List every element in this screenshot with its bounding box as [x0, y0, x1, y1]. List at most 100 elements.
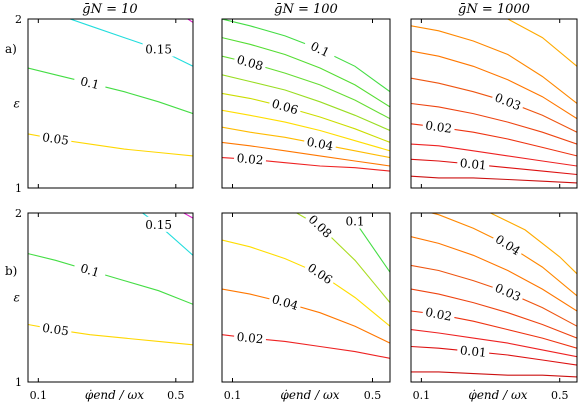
contour-label-bg	[72, 258, 108, 282]
contour-label-bg	[38, 128, 73, 149]
contour-label-bg	[421, 116, 456, 137]
contour-line-0p1	[347, 213, 390, 273]
contour-line-0p05	[222, 109, 390, 152]
contour-label-0p1: 0.1	[79, 74, 101, 92]
contour-line-0p25	[186, 19, 193, 23]
contour-label-0p02: 0.02	[424, 305, 453, 324]
contour-label-0p01: 0.01	[459, 343, 487, 360]
contour-label-bg	[456, 154, 490, 173]
contour-label-bg	[142, 41, 175, 57]
contour-label-bg	[267, 94, 303, 119]
contour-line-0p06	[222, 92, 390, 143]
contour-label-0p05: 0.05	[41, 321, 69, 339]
contour-label-0p02: 0.02	[236, 151, 264, 167]
panel-frame	[27, 18, 194, 189]
x-tick-label: 0.1	[224, 389, 242, 402]
contour-label-0p1: 0.1	[345, 214, 364, 228]
y-axis-label: ε	[14, 97, 20, 111]
contour-label-bg	[456, 342, 490, 361]
contour-label-0p08: 0.08	[235, 52, 265, 73]
contour-label-bg	[232, 50, 268, 75]
contour-label-0p02: 0.02	[236, 330, 264, 346]
x-tick-label: 0.5	[167, 389, 185, 402]
contour-line-0p1	[28, 67, 193, 115]
y-tick-label: 1	[15, 376, 22, 389]
panel-frame	[27, 212, 194, 383]
contour-line-0p1	[222, 19, 390, 93]
y-tick-label: 2	[15, 207, 22, 220]
panel-r1-c2: 0.020.040.060.080.1	[221, 18, 391, 189]
contour-lines	[28, 213, 193, 346]
row-label-a: a)	[5, 42, 17, 56]
x-axis-label: φ̇end / ωx	[280, 388, 339, 402]
contour-line-0p04	[429, 213, 577, 297]
row-label-b: b)	[5, 264, 17, 278]
contour-label-0p02: 0.02	[424, 118, 452, 136]
contour-label-bg	[303, 209, 338, 243]
contour-label-0p15: 0.15	[145, 218, 172, 232]
contour-line-0p08	[295, 213, 390, 303]
contour-label-bg	[421, 303, 456, 325]
contour-line-0p01	[411, 345, 577, 366]
contour-label-0p01: 0.01	[459, 156, 487, 173]
panel-frame	[410, 212, 578, 383]
contour-label-0p1: 0.1	[79, 261, 101, 280]
contour-line-0p005	[411, 175, 577, 184]
contour-line-0p09	[222, 37, 390, 108]
contour-line-0p04	[222, 288, 390, 344]
contour-line-0p01	[411, 158, 577, 176]
contour-label-0p04: 0.04	[270, 292, 300, 313]
x-tick-label: 0.1	[413, 389, 431, 402]
panel-r2-c1: 0.05 0.1 0.15 2 1 ε 0.1 0.5 φ̇end / ωx	[14, 207, 194, 402]
contour-line-0p03	[411, 77, 577, 133]
contour-line-0p045	[490, 213, 577, 275]
y-tick-label: 1	[15, 182, 22, 195]
contour-label-bg	[490, 278, 526, 306]
contour-label-bg	[142, 216, 175, 232]
contour-label-bg	[38, 319, 73, 339]
column-titles: ḡN = 10 ḡN = 100 ḡN = 1000	[82, 2, 530, 17]
panel-frame	[221, 18, 391, 189]
contour-line-0p07	[222, 74, 390, 132]
contour-label-0p04: 0.04	[306, 135, 335, 154]
contour-line-0p025	[411, 102, 577, 145]
column-title-1: ḡN = 10	[82, 2, 137, 17]
contour-label-0p03: 0.03	[493, 281, 523, 305]
x-tick-label: 0.1	[30, 389, 48, 402]
contour-label-0p15: 0.15	[145, 42, 172, 56]
contour-line-0p025	[411, 288, 577, 339]
panel-r1-c1: 0.05 0.1 0.15 2 1 ε	[14, 13, 194, 195]
contour-label-bg	[302, 258, 338, 289]
contour-line-0p03	[411, 264, 577, 327]
x-axis-label: φ̇end / ωx	[468, 388, 527, 402]
panels: 0.050.10.1521ε0.020.040.060.080.10.010.0…	[14, 13, 578, 402]
contour-label-bg	[302, 35, 338, 63]
contour-label-bg	[339, 213, 371, 229]
row-labels: a) b)	[5, 42, 17, 278]
contour-line-0p04	[411, 25, 577, 104]
y-tick-label: 2	[15, 13, 22, 26]
contour-line-0p045	[507, 19, 577, 67]
contour-line-0p035	[411, 236, 577, 312]
panel-frame	[410, 18, 578, 189]
contour-line-0p005	[411, 371, 577, 378]
contour-line-0p15	[141, 213, 193, 256]
contour-line-0p04	[222, 126, 390, 159]
contour-line-0p015	[411, 329, 577, 358]
x-tick-label: 0.5	[551, 389, 569, 402]
x-tick-label: 0.5	[364, 389, 382, 402]
contour-lines	[411, 213, 577, 378]
column-title-2: ḡN = 100	[274, 2, 338, 17]
contour-label-bg	[233, 149, 267, 168]
panel-frame	[221, 212, 391, 383]
contour-label-bg	[267, 290, 303, 314]
contour-line-0p03	[222, 141, 390, 167]
contour-line-0p1	[28, 253, 193, 305]
contour-label-bg	[490, 229, 526, 260]
column-title-3: ḡN = 1000	[458, 2, 530, 17]
contour-label-bg	[233, 328, 267, 347]
contour-line-0p015	[411, 143, 577, 167]
panel-r1-c3: 0.01 0.02 0.03	[410, 18, 578, 189]
y-axis-label: ε	[14, 291, 20, 305]
